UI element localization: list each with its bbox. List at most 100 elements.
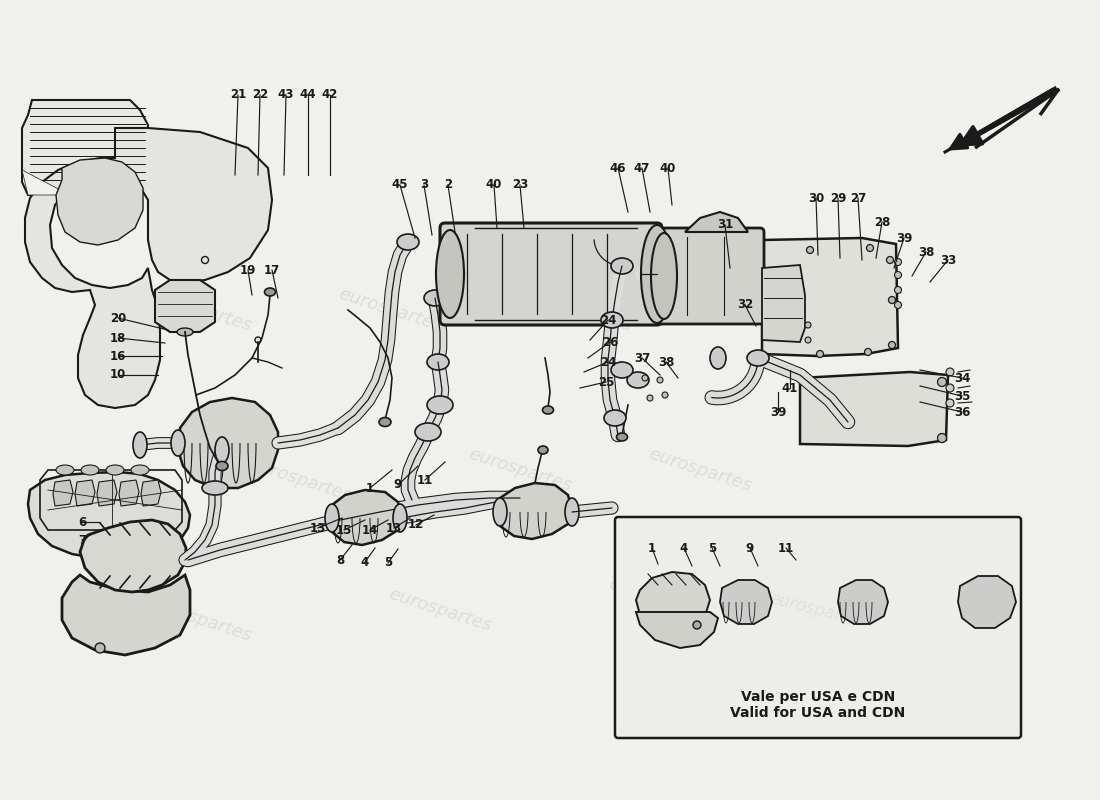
Text: 12: 12 xyxy=(408,518,425,531)
Text: 40: 40 xyxy=(660,162,676,174)
Text: 1: 1 xyxy=(366,482,374,494)
Text: 30: 30 xyxy=(807,191,824,205)
Text: 44: 44 xyxy=(299,89,317,102)
Ellipse shape xyxy=(647,395,653,401)
Text: 43: 43 xyxy=(278,89,294,102)
Ellipse shape xyxy=(427,396,453,414)
Ellipse shape xyxy=(946,368,954,376)
Text: 27: 27 xyxy=(850,191,866,205)
Ellipse shape xyxy=(393,504,407,532)
Text: 33: 33 xyxy=(939,254,956,266)
Ellipse shape xyxy=(946,384,954,392)
Text: 32: 32 xyxy=(737,298,754,311)
Ellipse shape xyxy=(867,245,873,251)
Text: 11: 11 xyxy=(417,474,433,486)
Text: 36: 36 xyxy=(954,406,970,418)
Polygon shape xyxy=(762,238,898,356)
Polygon shape xyxy=(97,480,117,506)
Ellipse shape xyxy=(379,418,390,426)
Polygon shape xyxy=(22,100,148,195)
Text: 42: 42 xyxy=(322,89,338,102)
Ellipse shape xyxy=(889,342,895,349)
Text: eurospartes: eurospartes xyxy=(337,285,444,335)
Text: eurospartes: eurospartes xyxy=(146,595,254,645)
Text: 4: 4 xyxy=(680,542,689,554)
Ellipse shape xyxy=(436,230,464,318)
Text: 9: 9 xyxy=(746,542,755,554)
Text: eurospartes: eurospartes xyxy=(246,455,354,505)
Ellipse shape xyxy=(216,462,228,470)
Text: 5: 5 xyxy=(708,542,716,554)
Text: 9: 9 xyxy=(394,478,403,491)
Ellipse shape xyxy=(131,465,149,475)
Text: 3: 3 xyxy=(420,178,428,191)
Text: 10: 10 xyxy=(110,369,126,382)
Text: eurospartes: eurospartes xyxy=(526,285,634,335)
Ellipse shape xyxy=(133,432,147,458)
Polygon shape xyxy=(838,580,888,624)
Ellipse shape xyxy=(747,350,769,366)
Text: 2: 2 xyxy=(444,178,452,191)
Ellipse shape xyxy=(542,406,553,414)
Text: 41: 41 xyxy=(782,382,799,394)
FancyBboxPatch shape xyxy=(658,228,764,324)
Ellipse shape xyxy=(106,465,124,475)
Text: 38: 38 xyxy=(658,355,674,369)
Ellipse shape xyxy=(651,233,676,319)
Text: 4: 4 xyxy=(361,555,370,569)
Ellipse shape xyxy=(816,350,824,358)
Polygon shape xyxy=(80,520,186,592)
Text: eurospartes: eurospartes xyxy=(606,575,714,625)
Text: eurospartes: eurospartes xyxy=(706,285,814,335)
Text: 16: 16 xyxy=(110,350,126,362)
Ellipse shape xyxy=(937,378,946,386)
Polygon shape xyxy=(496,483,572,539)
Ellipse shape xyxy=(882,592,894,612)
Ellipse shape xyxy=(704,589,716,611)
Polygon shape xyxy=(155,280,214,332)
Polygon shape xyxy=(800,372,948,446)
Text: 29: 29 xyxy=(829,191,846,205)
Polygon shape xyxy=(328,490,402,545)
Text: 14: 14 xyxy=(362,523,378,537)
Text: 20: 20 xyxy=(110,311,126,325)
Ellipse shape xyxy=(601,312,623,328)
Ellipse shape xyxy=(493,498,507,526)
Ellipse shape xyxy=(937,434,946,442)
Ellipse shape xyxy=(610,362,632,378)
Ellipse shape xyxy=(397,234,419,250)
Ellipse shape xyxy=(887,257,893,263)
FancyBboxPatch shape xyxy=(440,223,662,325)
Text: 1: 1 xyxy=(648,542,656,554)
Ellipse shape xyxy=(642,375,648,381)
Ellipse shape xyxy=(95,643,104,653)
Text: 13: 13 xyxy=(310,522,326,534)
Polygon shape xyxy=(53,480,73,506)
Ellipse shape xyxy=(427,354,449,370)
Ellipse shape xyxy=(415,423,441,441)
Text: 5: 5 xyxy=(384,557,392,570)
Ellipse shape xyxy=(81,465,99,475)
Ellipse shape xyxy=(610,258,632,274)
Ellipse shape xyxy=(805,322,811,328)
Text: 23: 23 xyxy=(512,178,528,191)
Ellipse shape xyxy=(657,377,663,383)
Text: 39: 39 xyxy=(770,406,786,418)
Ellipse shape xyxy=(894,271,902,278)
Polygon shape xyxy=(75,480,95,506)
Polygon shape xyxy=(958,576,1016,628)
Text: 24: 24 xyxy=(600,355,616,369)
Text: 25: 25 xyxy=(597,375,614,389)
Text: eurospartes: eurospartes xyxy=(146,285,254,335)
Polygon shape xyxy=(56,158,143,245)
Text: Vale per USA e CDN: Vale per USA e CDN xyxy=(741,690,895,704)
Text: 21: 21 xyxy=(230,89,246,102)
Polygon shape xyxy=(25,128,272,408)
Ellipse shape xyxy=(56,465,74,475)
Text: 34: 34 xyxy=(954,371,970,385)
Ellipse shape xyxy=(641,225,673,323)
Polygon shape xyxy=(720,580,772,624)
Ellipse shape xyxy=(264,288,275,296)
Ellipse shape xyxy=(627,372,649,388)
Text: 13: 13 xyxy=(386,522,403,534)
